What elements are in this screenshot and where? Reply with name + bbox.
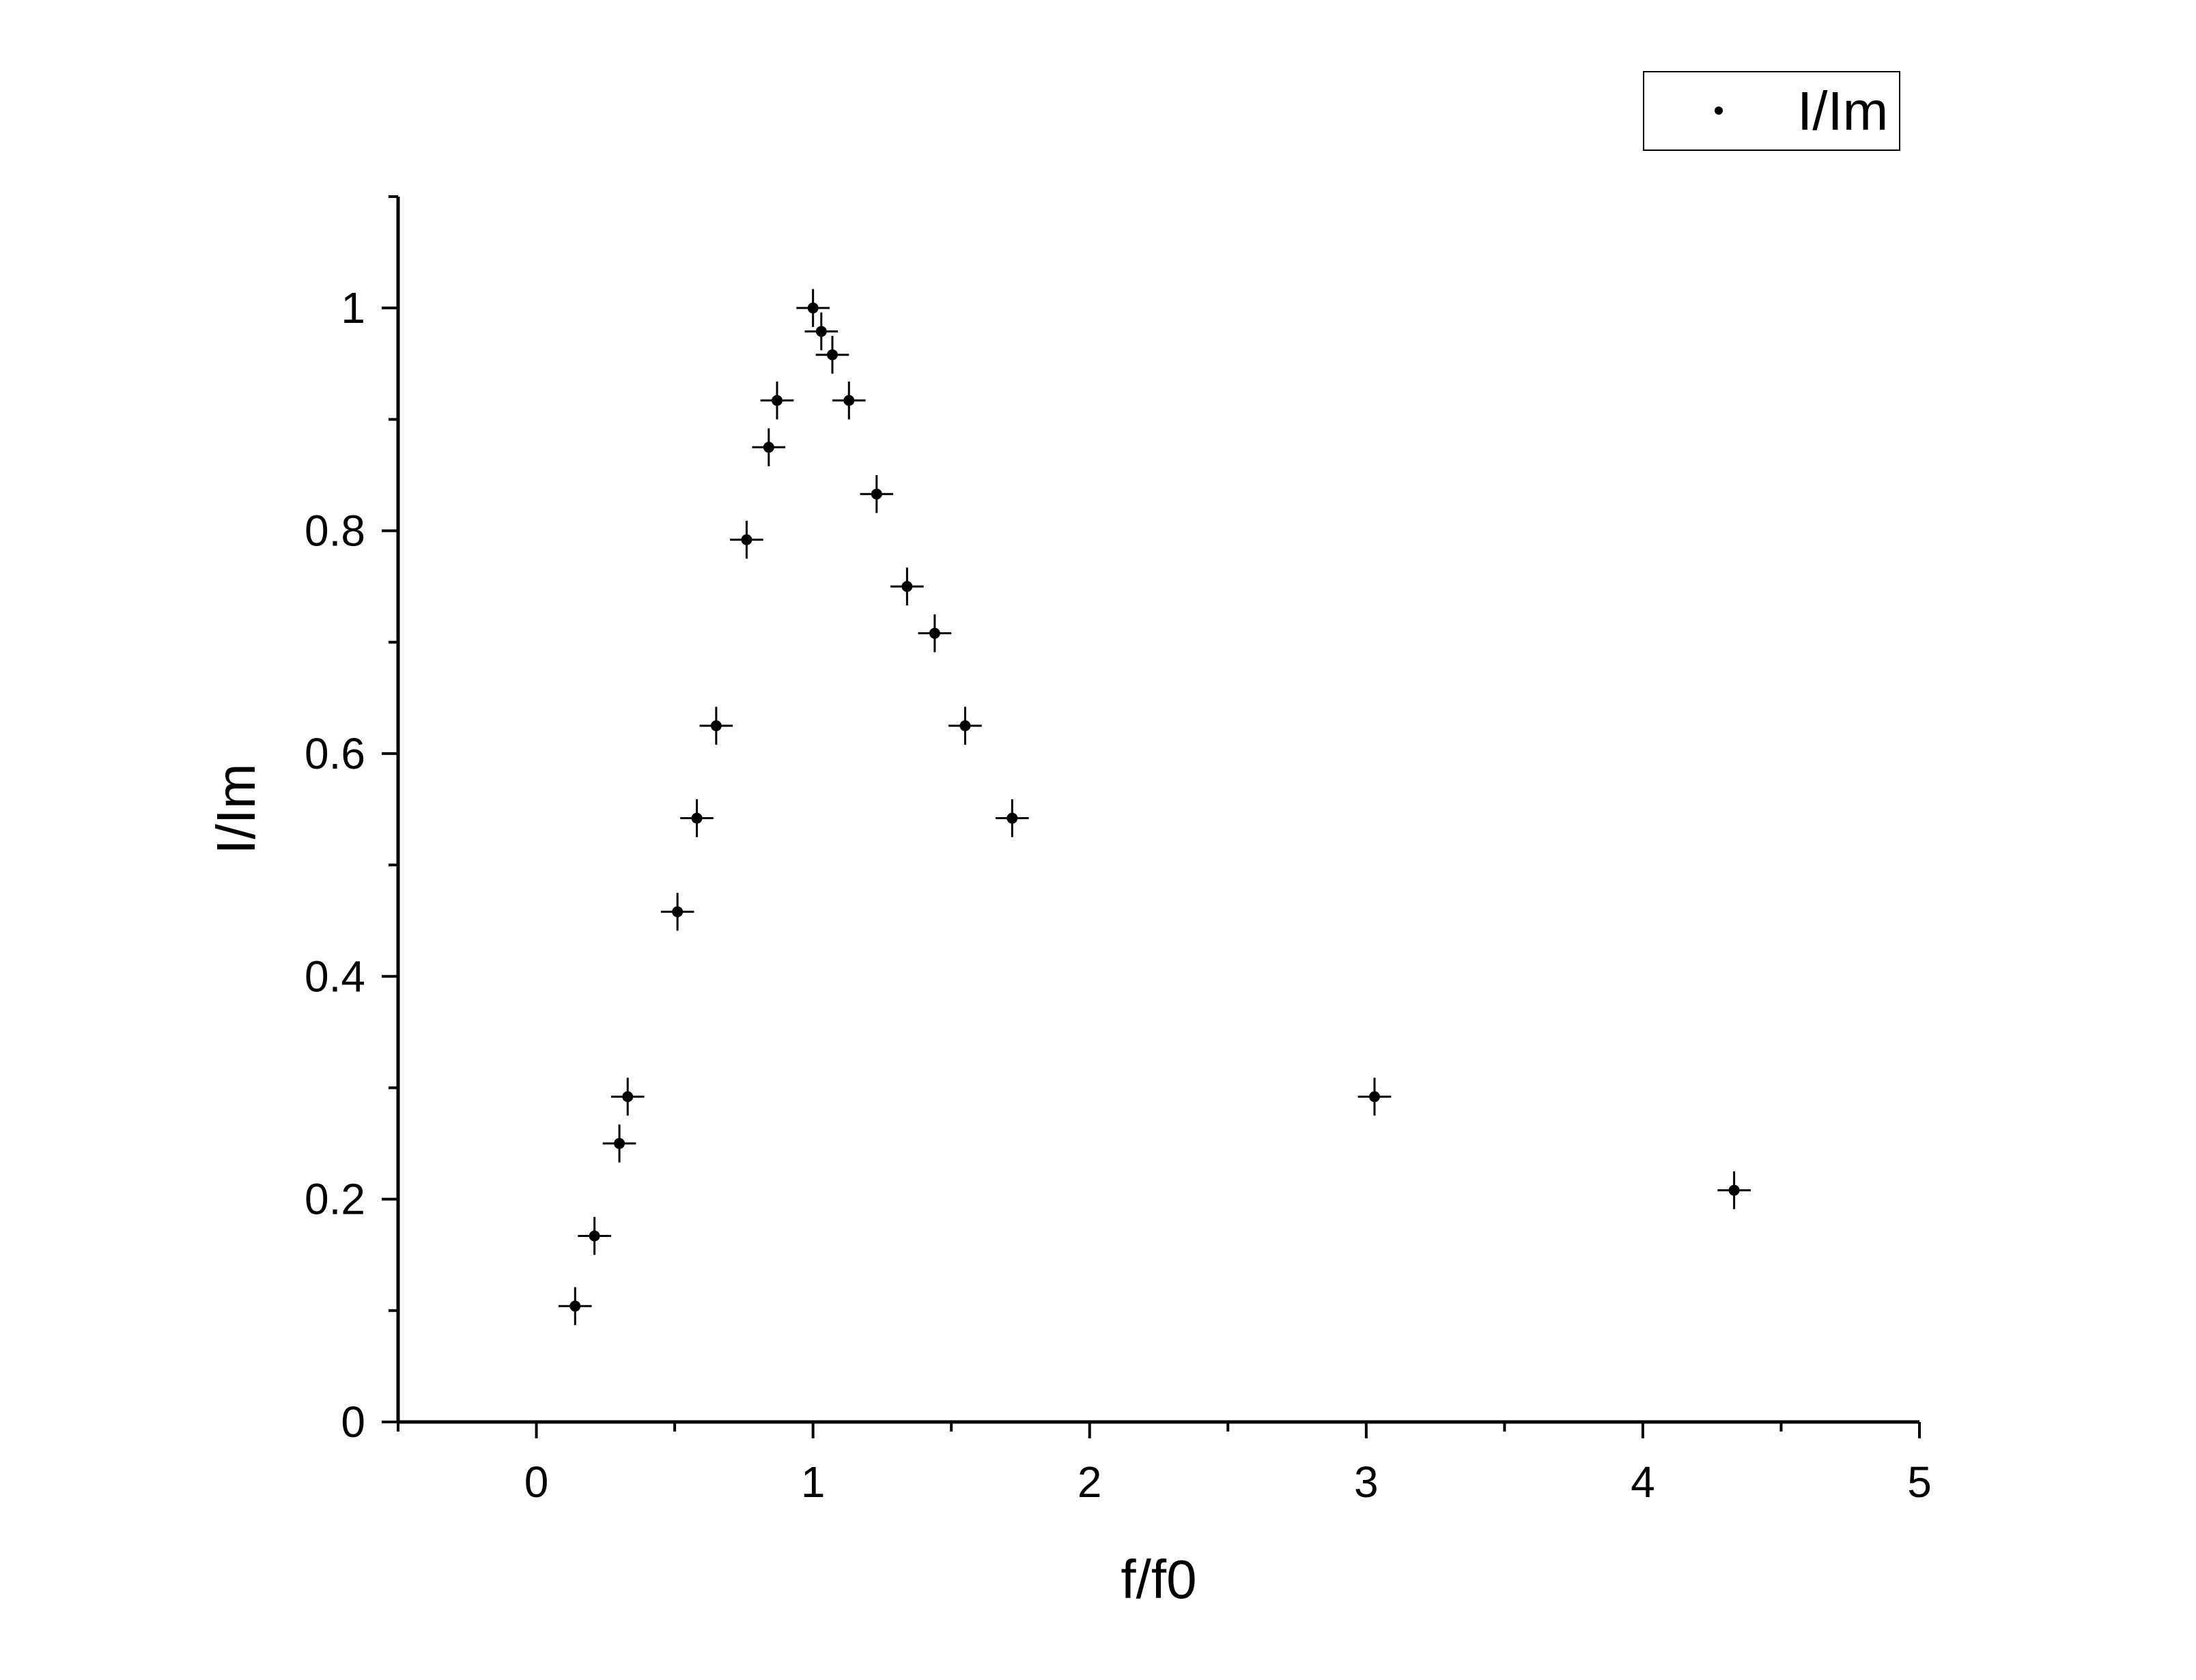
- point-marker: [710, 720, 722, 732]
- data-point: [760, 381, 794, 420]
- x-tick-label: 0: [524, 1457, 549, 1507]
- y-tick-label: 0.2: [305, 1175, 365, 1224]
- data-point: [1357, 1077, 1392, 1116]
- data-point: [796, 289, 830, 327]
- data-point: [1717, 1171, 1751, 1210]
- point-marker: [569, 1300, 581, 1312]
- y-tick-label: 0.4: [305, 952, 365, 1001]
- point-marker: [807, 302, 819, 314]
- legend-box: [1643, 71, 1900, 151]
- legend: I/Im: [1643, 71, 1900, 151]
- data-point: [680, 799, 714, 838]
- point-marker: [871, 488, 882, 500]
- point-marker: [929, 627, 940, 639]
- x-tick-label: 1: [801, 1457, 826, 1507]
- y-tick-label: 0.6: [305, 729, 365, 778]
- y-tick-label: 1: [341, 283, 365, 332]
- point-marker: [691, 812, 703, 824]
- x-tick-label: 5: [1907, 1457, 1932, 1507]
- point-marker: [741, 534, 752, 545]
- point-marker: [771, 395, 783, 406]
- x-tick-label: 4: [1631, 1457, 1655, 1507]
- data-point: [752, 428, 786, 466]
- point-marker: [901, 581, 913, 593]
- point-marker: [589, 1230, 600, 1242]
- data-point: [948, 707, 982, 745]
- legend-marker: [1715, 106, 1723, 115]
- point-marker: [763, 442, 774, 453]
- data-point: [918, 614, 952, 653]
- point-marker: [1006, 812, 1018, 824]
- data-point: [660, 892, 694, 931]
- data-point: [610, 1077, 645, 1116]
- data-point: [860, 474, 894, 513]
- point-marker: [672, 906, 684, 917]
- data-point: [890, 567, 924, 606]
- x-tick-label: 3: [1354, 1457, 1379, 1507]
- x-axis-title: f/f0: [1121, 1549, 1196, 1610]
- y-tick-label: 0.8: [305, 507, 365, 556]
- plot-area: 0 0.2 0.4 0.6 0.8 1 0 1 2 3 4 5: [305, 195, 1932, 1507]
- data-point: [730, 520, 763, 559]
- data-point: [995, 799, 1029, 838]
- point-marker: [1728, 1184, 1740, 1196]
- point-marker: [622, 1091, 634, 1102]
- y-ticks: 0 0.2 0.4 0.6 0.8 1: [305, 195, 398, 1447]
- data-point: [578, 1216, 611, 1255]
- legend-label: I/Im: [1797, 81, 1888, 141]
- data-point: [558, 1287, 592, 1326]
- point-marker: [614, 1138, 625, 1150]
- x-tick-label: 2: [1078, 1457, 1102, 1507]
- data-point: [815, 335, 849, 374]
- data-point: [699, 707, 733, 745]
- y-axis-title: I/Im: [206, 763, 266, 854]
- data-point: [602, 1124, 636, 1163]
- point-marker: [815, 326, 827, 337]
- point-marker: [1368, 1091, 1380, 1102]
- point-marker: [959, 720, 971, 732]
- point-marker: [826, 349, 838, 360]
- point-marker: [843, 395, 855, 406]
- data-point: [832, 381, 866, 420]
- data-point: [804, 312, 839, 351]
- x-ticks: 0 1 2 3 4 5: [397, 1422, 1932, 1507]
- data-points: [558, 289, 1751, 1326]
- y-tick-label: 0: [341, 1397, 365, 1447]
